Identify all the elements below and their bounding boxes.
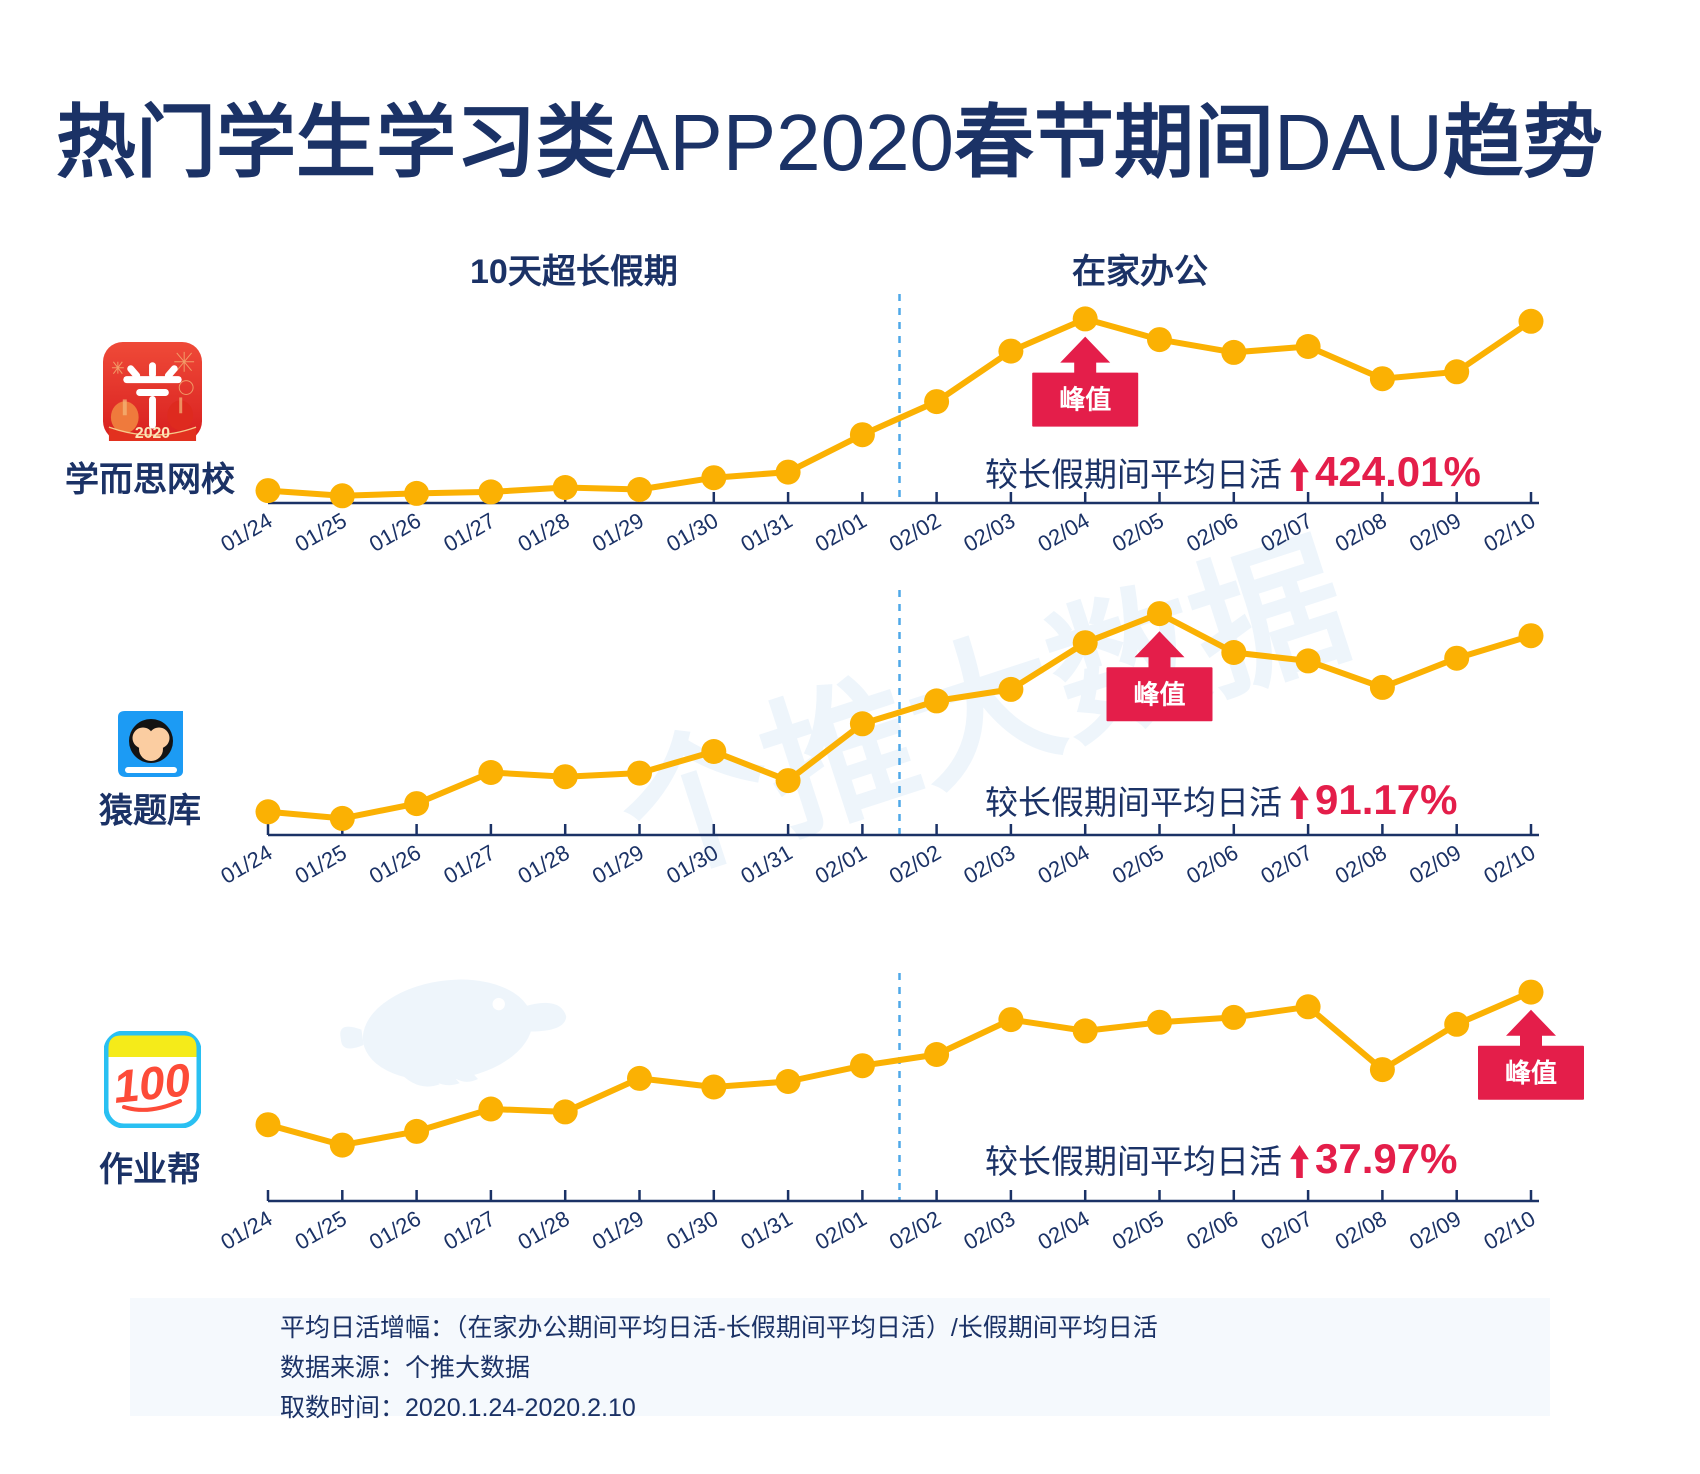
svg-text:峰值: 峰值 bbox=[1059, 385, 1111, 415]
svg-text:02/08: 02/08 bbox=[1331, 1206, 1391, 1255]
svg-text:02/09: 02/09 bbox=[1405, 840, 1465, 889]
svg-text:02/03: 02/03 bbox=[959, 508, 1019, 557]
svg-text:01/26: 01/26 bbox=[365, 1206, 425, 1255]
svg-text:01/29: 01/29 bbox=[588, 840, 648, 889]
svg-text:02/04: 02/04 bbox=[1034, 840, 1094, 889]
svg-text:02/02: 02/02 bbox=[885, 508, 945, 557]
svg-text:01/25: 01/25 bbox=[291, 1206, 351, 1255]
svg-text:02/07: 02/07 bbox=[1256, 508, 1316, 557]
svg-text:02/01: 02/01 bbox=[811, 508, 871, 557]
svg-text:峰值: 峰值 bbox=[1505, 1058, 1557, 1088]
svg-text:02/03: 02/03 bbox=[959, 840, 1019, 889]
svg-text:01/31: 01/31 bbox=[736, 840, 796, 889]
svg-text:02/02: 02/02 bbox=[885, 840, 945, 889]
svg-text:02/06: 02/06 bbox=[1182, 508, 1242, 557]
svg-text:01/25: 01/25 bbox=[291, 840, 351, 889]
svg-text:01/27: 01/27 bbox=[439, 1206, 499, 1255]
svg-text:02/08: 02/08 bbox=[1331, 508, 1391, 557]
svg-text:01/26: 01/26 bbox=[365, 508, 425, 557]
svg-text:02/06: 02/06 bbox=[1182, 1206, 1242, 1255]
svg-text:02/01: 02/01 bbox=[811, 840, 871, 889]
svg-text:01/31: 01/31 bbox=[736, 508, 796, 557]
svg-text:01/24: 01/24 bbox=[216, 1206, 276, 1255]
svg-text:01/28: 01/28 bbox=[514, 508, 574, 557]
svg-text:02/10: 02/10 bbox=[1479, 840, 1539, 889]
svg-text:02/09: 02/09 bbox=[1405, 1206, 1465, 1255]
svg-text:01/28: 01/28 bbox=[514, 840, 574, 889]
svg-text:02/05: 02/05 bbox=[1108, 840, 1168, 889]
svg-text:02/08: 02/08 bbox=[1331, 840, 1391, 889]
svg-text:02/05: 02/05 bbox=[1108, 1206, 1168, 1255]
svg-text:峰值: 峰值 bbox=[1133, 679, 1185, 709]
svg-text:02/04: 02/04 bbox=[1034, 1206, 1094, 1255]
svg-text:01/29: 01/29 bbox=[588, 1206, 648, 1255]
svg-text:01/24: 01/24 bbox=[216, 840, 276, 889]
svg-text:01/30: 01/30 bbox=[662, 840, 722, 889]
svg-text:02/07: 02/07 bbox=[1256, 1206, 1316, 1255]
svg-text:01/30: 01/30 bbox=[662, 508, 722, 557]
svg-text:02/04: 02/04 bbox=[1034, 508, 1094, 557]
svg-text:01/27: 01/27 bbox=[439, 508, 499, 557]
svg-text:01/28: 01/28 bbox=[514, 1206, 574, 1255]
svg-text:01/25: 01/25 bbox=[291, 508, 351, 557]
svg-text:01/26: 01/26 bbox=[365, 840, 425, 889]
svg-text:01/31: 01/31 bbox=[736, 1206, 796, 1255]
svg-text:01/30: 01/30 bbox=[662, 1206, 722, 1255]
svg-text:02/09: 02/09 bbox=[1405, 508, 1465, 557]
svg-text:02/07: 02/07 bbox=[1256, 840, 1316, 889]
svg-text:01/29: 01/29 bbox=[588, 508, 648, 557]
svg-text:02/10: 02/10 bbox=[1479, 1206, 1539, 1255]
svg-text:02/06: 02/06 bbox=[1182, 840, 1242, 889]
svg-text:01/24: 01/24 bbox=[216, 508, 276, 557]
svg-text:01/27: 01/27 bbox=[439, 840, 499, 889]
svg-text:02/01: 02/01 bbox=[811, 1206, 871, 1255]
svg-text:02/02: 02/02 bbox=[885, 1206, 945, 1255]
svg-text:02/05: 02/05 bbox=[1108, 508, 1168, 557]
svg-text:02/10: 02/10 bbox=[1479, 508, 1539, 557]
svg-text:02/03: 02/03 bbox=[959, 1206, 1019, 1255]
